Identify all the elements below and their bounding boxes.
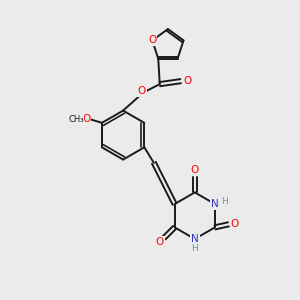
Text: O: O bbox=[82, 114, 91, 124]
Text: CH₃: CH₃ bbox=[68, 115, 84, 124]
Text: O: O bbox=[148, 35, 156, 45]
Text: N: N bbox=[191, 234, 199, 244]
Text: O: O bbox=[183, 76, 191, 86]
Text: H: H bbox=[221, 196, 228, 206]
Text: O: O bbox=[231, 219, 239, 230]
Text: H: H bbox=[191, 244, 198, 253]
Text: O: O bbox=[191, 165, 199, 175]
Text: O: O bbox=[138, 86, 146, 96]
Text: O: O bbox=[156, 237, 164, 247]
Text: N: N bbox=[211, 199, 219, 209]
